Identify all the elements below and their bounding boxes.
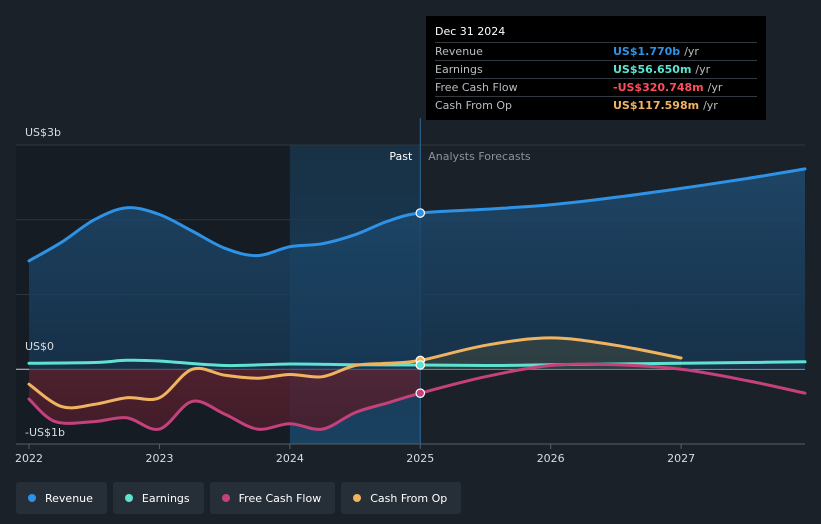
revenue-line: [27, 167, 807, 263]
legend-item-cash-from-op[interactable]: Cash From Op: [341, 482, 462, 514]
tooltip-row-value: US$1.770b: [613, 45, 681, 58]
legend-item-revenue[interactable]: Revenue: [16, 482, 107, 514]
y-tick-label: US$0: [25, 340, 54, 353]
legend-label: Earnings: [141, 491, 190, 505]
tooltip-row-value: US$56.650m: [613, 63, 692, 76]
free-cash-flow-area: [29, 369, 421, 430]
legend-label: Revenue: [45, 491, 93, 505]
x-tick-label: 2023: [145, 452, 173, 465]
cash-from-op-line: [27, 336, 683, 410]
tooltip-row-label: Revenue: [435, 45, 483, 58]
x-tick-label: 2024: [276, 452, 304, 465]
tooltip-row-unit: /yr: [695, 63, 711, 76]
y-tick-label: -US$1b: [25, 426, 65, 439]
earnings-line: [27, 358, 807, 368]
legend-dot-icon: [28, 494, 36, 502]
tooltip-row-revenue: Revenue US$1.770b /yr: [435, 42, 757, 60]
legend-label: Cash From Op: [370, 491, 448, 505]
tooltip-row-unit: /yr: [707, 81, 723, 94]
tooltip-date: Dec 31 2024: [435, 25, 506, 38]
x-tick-label: 2027: [667, 452, 695, 465]
legend-item-free-cash-flow[interactable]: Free Cash Flow: [209, 482, 336, 514]
legend-dot-icon: [353, 494, 362, 502]
forecast-label: Analysts Forecasts: [428, 150, 531, 163]
x-tick-label: 2026: [537, 452, 565, 465]
revenue-area: [29, 168, 805, 370]
tooltip-row-label: Free Cash Flow: [435, 81, 518, 94]
chart-legend: Revenue Earnings Free Cash Flow Cash Fro…: [16, 482, 462, 514]
tooltip-row-free-cash-flow: Free Cash Flow -US$320.748m /yr: [435, 78, 757, 96]
data-tooltip: Dec 31 2024 Revenue US$1.770b /yr Earnin…: [426, 16, 766, 120]
tooltip-row-label: Cash From Op: [435, 99, 513, 112]
x-tick-label: 2025: [406, 452, 434, 465]
free-cash-flow-marker: [415, 388, 426, 398]
past-label: Past: [389, 150, 413, 163]
tooltip-row-label: Earnings: [435, 63, 483, 76]
y-tick-label: US$3b: [25, 126, 61, 139]
tooltip-row-unit: /yr: [703, 99, 718, 112]
revenue-marker: [415, 208, 426, 218]
legend-dot-icon: [124, 494, 133, 502]
tooltip-row-value: US$117.598m: [613, 99, 700, 112]
legend-label: Free Cash Flow: [238, 491, 322, 505]
tooltip-row-unit: /yr: [684, 45, 699, 58]
x-tick-label: 2022: [15, 452, 43, 465]
legend-dot-icon: [221, 494, 230, 502]
tooltip-row-value: -US$320.748m: [613, 81, 704, 94]
legend-item-earnings[interactable]: Earnings: [112, 482, 204, 514]
earnings-marker: [415, 360, 426, 370]
tooltip-row-earnings: Earnings US$56.650m /yr: [435, 60, 757, 78]
tooltip-row-cash-from-op: Cash From Op US$117.598m /yr: [435, 96, 757, 114]
free-cash-flow-line: [27, 362, 807, 431]
